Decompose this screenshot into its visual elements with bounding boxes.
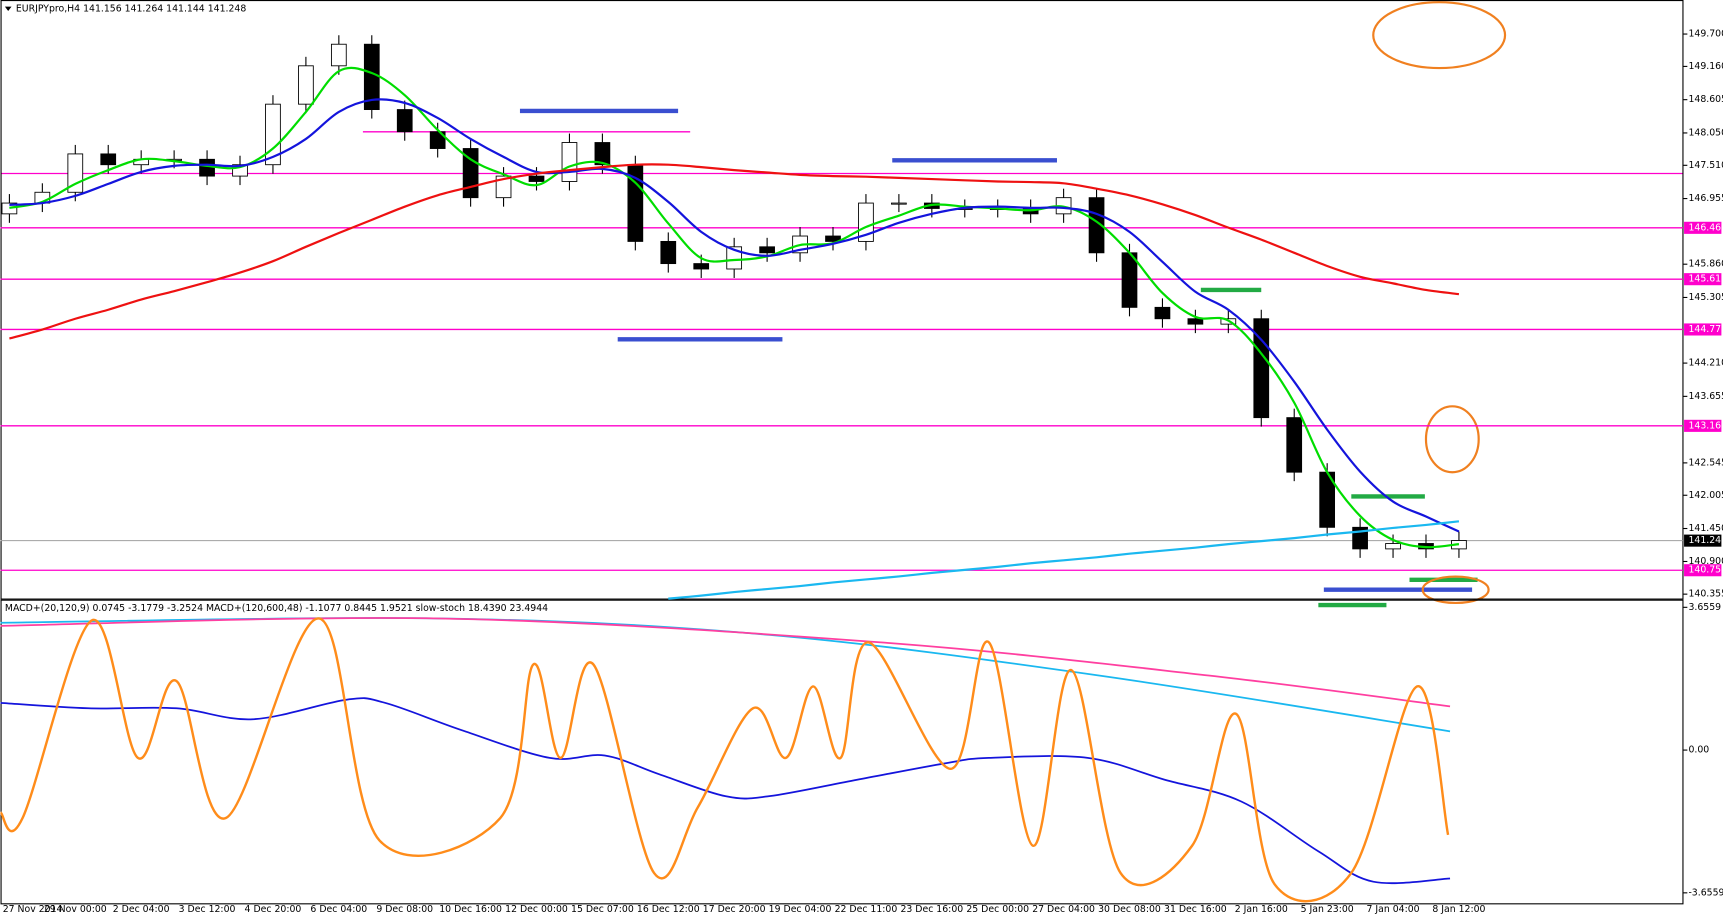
price-label: 141.248 xyxy=(1688,535,1723,546)
x-tick-label: 31 Dec 16:00 xyxy=(1164,904,1227,915)
indicator-line xyxy=(0,617,1451,708)
blue-marks xyxy=(519,108,1473,592)
candle-body xyxy=(693,263,710,270)
circle xyxy=(1372,1,1507,70)
level-label: 146.467 xyxy=(1688,222,1723,233)
x-tick-label: 3 Dec 12:00 xyxy=(179,904,236,915)
candle-body xyxy=(825,235,841,242)
level-label: 140.754 xyxy=(1688,565,1723,576)
x-tick-label: 8 Jan 12:00 xyxy=(1432,904,1485,915)
x-tick-label: 19 Dec 04:00 xyxy=(769,904,832,915)
candle-body xyxy=(759,246,775,254)
y-tick-label: 141.450 xyxy=(1688,523,1723,534)
candle-body xyxy=(660,240,677,265)
price-tag xyxy=(1684,534,1722,547)
y-tick-label: 149.160 xyxy=(1688,61,1723,72)
indicator-line xyxy=(0,697,1451,885)
level-tag xyxy=(1684,323,1722,336)
green-marks xyxy=(1200,287,1478,608)
y-tick-label: 140.355 xyxy=(1688,589,1723,600)
y-tick-label: 144.210 xyxy=(1688,358,1723,369)
y-tick-label: 148.050 xyxy=(1688,127,1723,138)
candle-body xyxy=(298,65,314,105)
candle-body xyxy=(330,43,347,67)
x-tick-label: 15 Dec 07:00 xyxy=(571,904,634,915)
y-tick-label: 0.00 xyxy=(1688,745,1709,756)
circles xyxy=(1372,1,1507,605)
candle-body xyxy=(232,164,248,177)
candle-body xyxy=(495,175,512,199)
candle-body xyxy=(429,131,446,149)
y-tick-label: 143.655 xyxy=(1688,391,1723,402)
x-tick-label: 6 Dec 04:00 xyxy=(310,904,367,915)
candle-body xyxy=(265,103,281,166)
level-label: 143.163 xyxy=(1688,420,1723,431)
candle-body xyxy=(100,153,117,166)
candle-body xyxy=(1,202,18,215)
level-label: 144.771 xyxy=(1688,324,1723,335)
x-tick-label: 25 Dec 00:00 xyxy=(966,904,1029,915)
x-tick-label: 23 Dec 16:00 xyxy=(900,904,963,915)
candle-body xyxy=(858,202,874,242)
circle xyxy=(1424,405,1480,474)
chart-title: EURJPYpro,H4 141.156 141.264 141.144 141… xyxy=(16,3,246,14)
annotations xyxy=(0,1,1683,608)
y-tick-label: 140.900 xyxy=(1688,556,1723,567)
level-tag xyxy=(1684,221,1722,234)
y-tick-label: 149.700 xyxy=(1688,29,1723,40)
y-tick-label: 145.305 xyxy=(1688,292,1723,303)
indicator-line xyxy=(0,617,1450,903)
sub-frame xyxy=(0,599,1684,905)
indicator-title: MACD+(20,120,9) 0.0745 -3.1779 -3.2524 M… xyxy=(5,603,548,614)
candle-body xyxy=(1286,417,1303,473)
x-tick-label: 30 Dec 08:00 xyxy=(1098,904,1161,915)
candle-body xyxy=(1121,252,1138,308)
candle-body xyxy=(1154,306,1171,320)
x-tick-label: 27 Nov 2014 xyxy=(3,904,63,915)
x-tick-label: 5 Jan 23:00 xyxy=(1301,904,1354,915)
ma-line xyxy=(668,520,1460,600)
candle-body xyxy=(396,109,413,133)
candle-body xyxy=(594,142,611,166)
level-tag xyxy=(1684,273,1722,286)
x-tick-label: 10 Dec 16:00 xyxy=(439,904,502,915)
candle-body xyxy=(199,158,215,177)
candle-body xyxy=(528,175,545,182)
candle-body xyxy=(561,142,578,182)
y-tick-label: -3.6559 xyxy=(1688,887,1723,898)
candle-body xyxy=(1088,197,1105,254)
y-tick-label: 142.545 xyxy=(1688,457,1723,468)
x-tick-label: 29 Nov 00:00 xyxy=(44,904,107,915)
level-tag xyxy=(1684,419,1722,432)
ma-line xyxy=(9,98,1460,533)
y-tick-label: 148.605 xyxy=(1688,94,1723,105)
x-tick-label: 16 Dec 12:00 xyxy=(637,904,700,915)
x-tick-label: 27 Dec 04:00 xyxy=(1032,904,1095,915)
circle xyxy=(1421,575,1490,605)
candle-body xyxy=(891,202,907,205)
x-tick-label: 4 Dec 20:00 xyxy=(245,904,302,915)
y-tick-label: 146.955 xyxy=(1688,193,1723,204)
ma-line xyxy=(9,163,1460,340)
candle-body xyxy=(1187,318,1204,325)
menu-arrow xyxy=(4,6,12,11)
x-tick-label: 9 Dec 08:00 xyxy=(376,904,433,915)
x-tick-label: 2 Dec 04:00 xyxy=(113,904,170,915)
main-frame xyxy=(0,0,1684,600)
level-label: 145.610 xyxy=(1688,274,1723,285)
x-tick-label: 17 Dec 20:00 xyxy=(703,904,766,915)
candle-body xyxy=(1385,543,1401,550)
x-tick-label: 2 Jan 16:00 xyxy=(1235,904,1288,915)
y-tick-label: 3.6559 xyxy=(1688,602,1721,613)
y-tick-label: 142.005 xyxy=(1688,490,1723,501)
x-tick-label: 7 Jan 04:00 xyxy=(1366,904,1419,915)
y-tick-label: 145.860 xyxy=(1688,259,1723,270)
level-tag xyxy=(1684,564,1722,577)
x-tick-label: 12 Dec 00:00 xyxy=(505,904,568,915)
x-tick-label: 22 Dec 11:00 xyxy=(835,904,898,915)
y-tick-label: 147.510 xyxy=(1688,160,1723,171)
candle-body xyxy=(726,246,743,270)
